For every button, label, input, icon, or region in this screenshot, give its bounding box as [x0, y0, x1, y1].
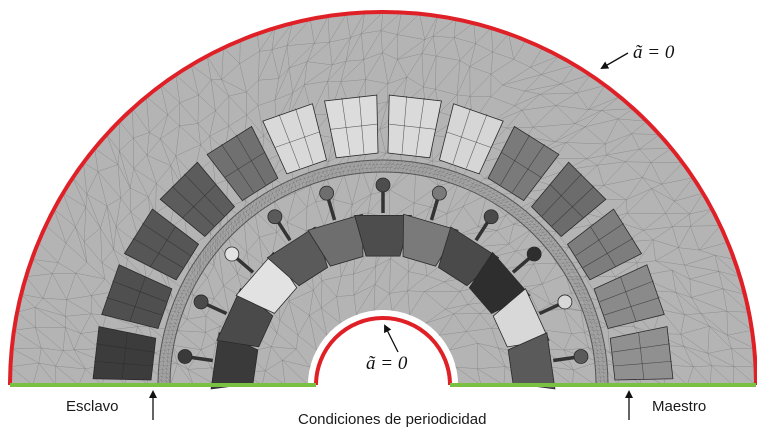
rotor-bar: [402, 185, 459, 267]
rotor-bar: [177, 332, 259, 390]
stator-coil: [387, 94, 442, 159]
stator-coil: [262, 103, 328, 175]
rotor-bar: [307, 185, 364, 267]
stator-coil: [487, 125, 560, 202]
periodicity-label: Condiciones de periodicidad: [298, 411, 486, 428]
rotor-bar: [193, 288, 274, 348]
outer-boundary-label: ã = 0: [633, 42, 675, 63]
rotor-bar: [437, 209, 500, 287]
stator-coil: [530, 161, 607, 238]
stator-coils: [92, 94, 674, 381]
stator-coil: [566, 208, 643, 281]
rotor-bar: [354, 177, 412, 257]
stator-coil: [92, 326, 157, 381]
stator-coil: [101, 264, 173, 330]
inner-boundary-arrow: [384, 324, 399, 353]
outer-boundary-arrow: [600, 52, 629, 69]
stator-coil: [609, 326, 674, 381]
rotor-bar: [266, 209, 329, 287]
stator-coil: [206, 125, 279, 202]
stator-coil: [123, 208, 200, 281]
rotor-bar: [492, 288, 573, 348]
inner-boundary-label: ã = 0: [366, 353, 408, 374]
stator-coil: [593, 264, 665, 330]
air-gap-inner-line: [169, 171, 597, 386]
inner-dirichlet-boundary: [314, 316, 452, 386]
rotor-bars: [177, 177, 589, 390]
master-label: Maestro: [652, 398, 706, 415]
outer-dirichlet-boundary: [8, 10, 757, 386]
stator-coil: [159, 161, 236, 238]
rotor-bar: [507, 332, 589, 390]
stator-coil: [438, 103, 504, 175]
air-gap-outer-line: [157, 159, 609, 386]
stator-coil: [324, 94, 379, 159]
slave-label: Esclavo: [66, 398, 119, 415]
